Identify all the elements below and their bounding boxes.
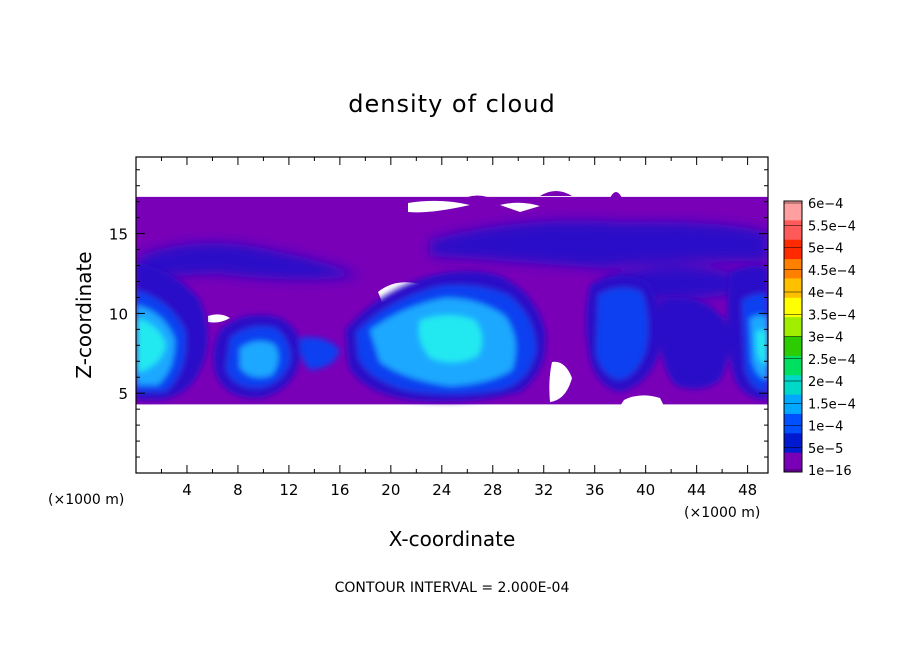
colorbar-label: 4.5e−4 (808, 264, 856, 279)
dense-cell-contour (240, 341, 279, 378)
upper-cloud-layer (140, 220, 768, 300)
contour-interval-note: CONTOUR INTERVAL = 2.000E-04 (335, 580, 570, 596)
colorbar: 6e−4 5.5e−4 5e−4 4.5e−4 4e−4 3.5e−4 3e−4 2.5e−4… (783, 197, 856, 479)
x-tick-label: 12 (279, 481, 298, 499)
dense-cell-contour (596, 287, 649, 380)
dense-cell-contour (299, 337, 340, 370)
colorbar-label: 2.5e−4 (808, 353, 856, 368)
x-axis-label: X-coordinate (389, 527, 516, 551)
upper-contour (430, 220, 768, 268)
colorbar-swatch (784, 355, 802, 376)
colorbar-swatch (784, 278, 802, 299)
colorbar-label: 1e−16 (808, 464, 852, 479)
plot-frame (135, 156, 769, 474)
colorbar-swatch (784, 259, 802, 279)
x-tick-label: 4 (182, 481, 192, 499)
x-tick-label: 28 (483, 481, 502, 499)
cloud-gap (208, 314, 230, 323)
colorbar-swatch (784, 452, 802, 473)
cloud-top-tuft (540, 191, 572, 196)
colorbar-label: 3e−4 (808, 331, 843, 346)
x-tick-label: 48 (738, 481, 757, 499)
colorbar-swatch (784, 394, 802, 415)
y-tick-label: 10 (109, 305, 128, 323)
x-tick-label: 36 (585, 481, 604, 499)
colorbar-label: 3.5e−4 (808, 308, 856, 323)
cloud-gap (408, 200, 470, 213)
x-tick-label: 32 (534, 481, 553, 499)
x-axis: 4 8 12 16 20 24 28 32 36 40 44 48 (160, 157, 757, 499)
cloud-top-tuft (455, 195, 500, 203)
x-tick-label: 40 (636, 481, 655, 499)
cloud-gap (500, 202, 540, 212)
colorbar-label: 5.5e−4 (808, 219, 856, 234)
x-tick-label: 24 (432, 481, 451, 499)
dense-cell-contour (418, 315, 483, 363)
colorbar-label: 1e−4 (808, 420, 843, 435)
colorbar-swatch (784, 239, 802, 260)
y-tick-label: 5 (118, 385, 128, 403)
dense-cell-contour (756, 330, 768, 366)
plot-area (136, 157, 768, 473)
colorbar-swatch (784, 317, 802, 337)
x-tick-label: 16 (330, 481, 349, 499)
colorbar-swatch (784, 413, 802, 434)
colorbar-swatch (784, 433, 802, 454)
cloud-top-tuft (610, 192, 622, 198)
x-tick-label: 20 (381, 481, 400, 499)
cloud-gap (549, 361, 572, 402)
colorbar-swatch (784, 336, 802, 357)
x-tick-label: 8 (233, 481, 243, 499)
colorbar-swatch (784, 375, 802, 396)
cloud-gap (620, 395, 664, 406)
dense-cell-contour (136, 318, 166, 372)
dense-cloud-cells (136, 262, 768, 402)
x-unit-left: (×1000 m) (48, 492, 124, 508)
colorbar-swatch (784, 220, 802, 241)
colorbar-label: 4e−4 (808, 286, 843, 301)
y-axis: 5 10 15 (109, 169, 768, 458)
chart-title: density of cloud (348, 90, 555, 118)
colorbar-label: 2e−4 (808, 375, 843, 390)
cloud-field (136, 191, 768, 406)
y-axis-label: Z-coordinate (72, 251, 96, 378)
x-unit-right: (×1000 m) (684, 505, 760, 521)
y-tick-label: 15 (109, 226, 128, 244)
upper-contour (140, 242, 360, 282)
cloud-top-tuft (205, 206, 410, 214)
colorbar-label: 1.5e−4 (808, 397, 856, 412)
colorbar-label: 5e−5 (808, 442, 843, 457)
colorbar-label: 6e−4 (808, 197, 843, 212)
colorbar-label: 5e−4 (808, 242, 843, 257)
colorbar-swatch (784, 201, 802, 221)
x-tick-label: 44 (687, 481, 706, 499)
dense-cell-contour (659, 297, 729, 389)
colorbar-swatch (784, 297, 802, 318)
